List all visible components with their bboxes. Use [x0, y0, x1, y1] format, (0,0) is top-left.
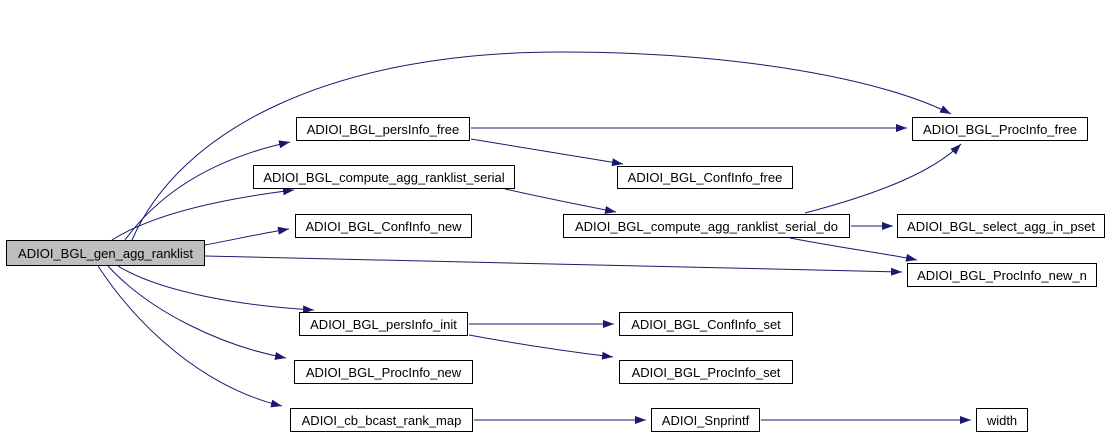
edge-gen-to-confinfo-new	[204, 226, 290, 246]
edge-gen-to-persinfo-free	[124, 140, 291, 241]
node-adioi-bgl-procinfo-new[interactable]: ADIOI_BGL_ProcInfo_new	[294, 360, 473, 384]
node-adioi-bgl-procinfo-new-n[interactable]: ADIOI_BGL_ProcInfo_new_n	[907, 263, 1097, 287]
edge-compute-agg-ranklist-serial-to-serial-do	[504, 188, 617, 214]
node-adioi-bgl-confinfo-free[interactable]: ADIOI_BGL_ConfInfo_free	[617, 166, 793, 189]
node-adioi-bgl-procinfo-set[interactable]: ADIOI_BGL_ProcInfo_set	[619, 360, 793, 384]
edge-gen-to-cb-bcast-rank-map	[97, 265, 283, 408]
node-adioi-bgl-persinfo-init[interactable]: ADIOI_BGL_persInfo_init	[299, 312, 468, 336]
node-adioi-snprintf[interactable]: ADIOI_Snprintf	[651, 408, 760, 432]
node-adioi-bgl-compute-agg-ranklist-serial-do[interactable]: ADIOI_BGL_compute_agg_ranklist_serial_do	[563, 214, 850, 238]
edge-gen-to-procinfo-new-n	[204, 255, 903, 276]
edge-serial-do-to-procinfo-new-n	[789, 237, 918, 262]
edge-serial-do-to-procinfo-free	[804, 143, 962, 214]
node-adioi-bgl-procinfo-free[interactable]: ADIOI_BGL_ProcInfo_free	[912, 117, 1088, 141]
node-adioi-bgl-compute-agg-ranklist-serial[interactable]: ADIOI_BGL_compute_agg_ranklist_serial	[253, 165, 515, 189]
edge-gen-to-procinfo-free	[131, 51, 952, 241]
node-adioi-bgl-persinfo-free[interactable]: ADIOI_BGL_persInfo_free	[296, 117, 470, 141]
edge-gen-to-persinfo-init	[117, 265, 315, 314]
node-adioi-bgl-confinfo-new[interactable]: ADIOI_BGL_ConfInfo_new	[295, 214, 472, 238]
node-adioi-bgl-confinfo-set[interactable]: ADIOI_BGL_ConfInfo_set	[619, 312, 793, 336]
edge-gen-to-procinfo-new	[107, 265, 287, 360]
node-adioi-bgl-gen-agg-ranklist: ADIOI_BGL_gen_agg_ranklist	[6, 240, 205, 266]
edge-persinfo-free-to-confinfo-free	[470, 138, 624, 167]
edge-persinfo-init-to-procinfo-set	[468, 334, 614, 360]
node-width[interactable]: width	[976, 408, 1028, 432]
edge-gen-to-compute-agg-ranklist-serial	[111, 187, 295, 241]
node-adioi-cb-bcast-rank-map[interactable]: ADIOI_cb_bcast_rank_map	[290, 408, 473, 432]
node-adioi-bgl-select-agg-in-pset[interactable]: ADIOI_BGL_select_agg_in_pset	[897, 214, 1105, 238]
